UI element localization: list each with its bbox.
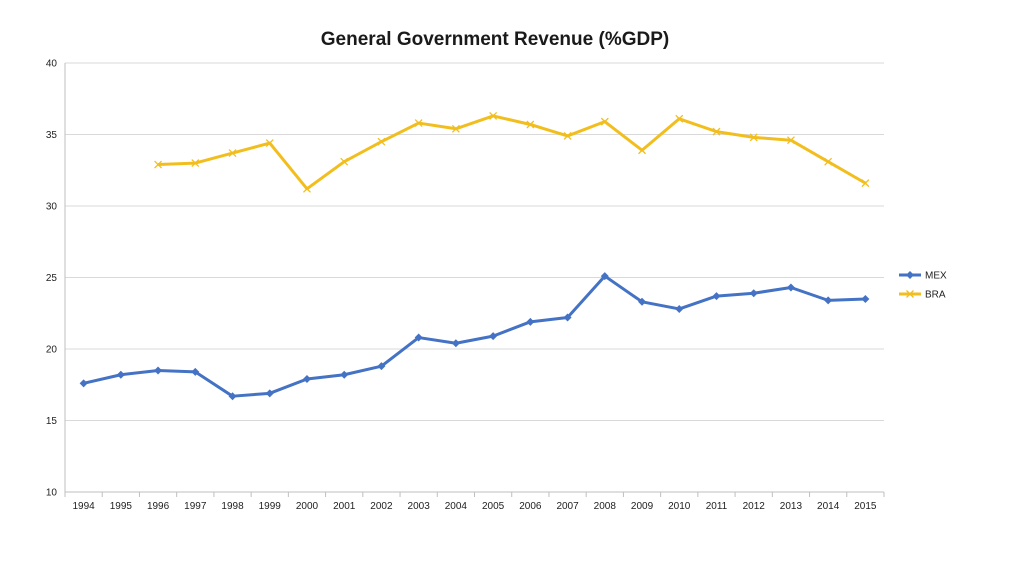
data-point — [824, 296, 833, 305]
x-tick-label: 2014 — [817, 501, 840, 512]
data-point — [116, 370, 125, 379]
legend-label: BRA — [925, 290, 946, 301]
x-tick-label: 2001 — [333, 501, 356, 512]
x-tick-label: 1999 — [259, 501, 282, 512]
data-point — [749, 289, 758, 298]
x-tick-label: 2003 — [408, 501, 431, 512]
y-tick-label: 20 — [46, 345, 58, 356]
legend-label: MEX — [925, 271, 947, 282]
legend-marker — [906, 271, 914, 279]
data-point — [377, 137, 386, 146]
data-point — [563, 313, 572, 322]
data-point — [712, 127, 721, 136]
data-point — [489, 111, 498, 120]
x-tick-label: 2010 — [668, 501, 691, 512]
x-tick-label: 1997 — [184, 501, 207, 512]
x-tick-label: 2004 — [445, 501, 468, 512]
legend-item-mex: MEX — [899, 271, 947, 282]
x-tick-label: 2015 — [854, 501, 877, 512]
data-point — [600, 117, 609, 126]
data-point — [154, 160, 163, 169]
series-bra — [154, 111, 870, 193]
x-tick-label: 1994 — [72, 501, 95, 512]
series-line-bra — [158, 114, 867, 191]
data-point — [191, 159, 200, 168]
data-point — [712, 292, 721, 301]
data-point — [675, 304, 684, 313]
data-point — [377, 362, 386, 371]
data-point — [824, 157, 833, 166]
data-point — [302, 375, 311, 384]
x-tick-label: 1995 — [110, 501, 133, 512]
y-tick-label: 10 — [46, 488, 58, 499]
data-point — [526, 317, 535, 326]
data-point — [154, 366, 163, 375]
data-point — [414, 119, 423, 128]
data-point — [861, 294, 870, 303]
data-point — [861, 179, 870, 188]
x-tick-label: 2009 — [631, 501, 654, 512]
series-line-mex — [83, 274, 866, 398]
x-tick-label: 1996 — [147, 501, 170, 512]
x-tick-label: 2012 — [743, 501, 766, 512]
data-point — [228, 149, 237, 158]
data-point — [228, 392, 237, 401]
y-tick-label: 25 — [46, 273, 58, 284]
data-point — [526, 120, 535, 129]
series-group — [79, 111, 870, 401]
data-point — [340, 157, 349, 166]
x-axis-ticks: 1994 1995 1996 1997 1998 1999 2000 2001 2002 2003… — [72, 501, 876, 512]
axes — [64, 63, 885, 497]
data-point — [786, 136, 795, 145]
x-tick-label: 1998 — [221, 501, 244, 512]
x-tick-label: 2002 — [370, 501, 393, 512]
x-tick-label: 2011 — [706, 501, 728, 512]
y-axis-ticks: 10 15 20 25 30 35 40 — [46, 59, 58, 499]
x-tick-label: 2000 — [296, 501, 319, 512]
x-tick-label: 2005 — [482, 501, 505, 512]
data-point — [600, 272, 609, 281]
data-point — [786, 283, 795, 292]
data-point — [489, 332, 498, 341]
data-point — [451, 124, 460, 133]
x-tick-label: 2008 — [594, 501, 617, 512]
y-tick-label: 15 — [46, 416, 58, 427]
series-mex — [79, 272, 870, 401]
data-point — [265, 139, 274, 148]
gridlines — [65, 62, 884, 421]
data-point — [340, 370, 349, 379]
y-tick-label: 30 — [46, 202, 58, 213]
x-tick-label: 2007 — [556, 501, 579, 512]
legend-marker — [906, 290, 914, 298]
data-point — [749, 133, 758, 142]
y-tick-label: 35 — [46, 130, 58, 141]
data-point — [563, 131, 572, 140]
y-tick-label: 40 — [46, 59, 58, 70]
data-point — [414, 333, 423, 342]
legend-item-bra: BRA — [899, 290, 946, 301]
data-point — [638, 146, 646, 155]
data-point — [303, 184, 311, 193]
data-point — [79, 379, 88, 388]
data-point — [191, 367, 200, 376]
data-point — [451, 339, 460, 348]
data-point — [675, 114, 684, 123]
legend: MEX BRA — [899, 271, 947, 301]
data-point — [265, 389, 274, 398]
x-tick-label: 2006 — [519, 501, 542, 512]
x-tick-label: 2013 — [780, 501, 803, 512]
data-point — [638, 297, 647, 306]
chart-title: General Government Revenue (%GDP) — [321, 29, 669, 50]
